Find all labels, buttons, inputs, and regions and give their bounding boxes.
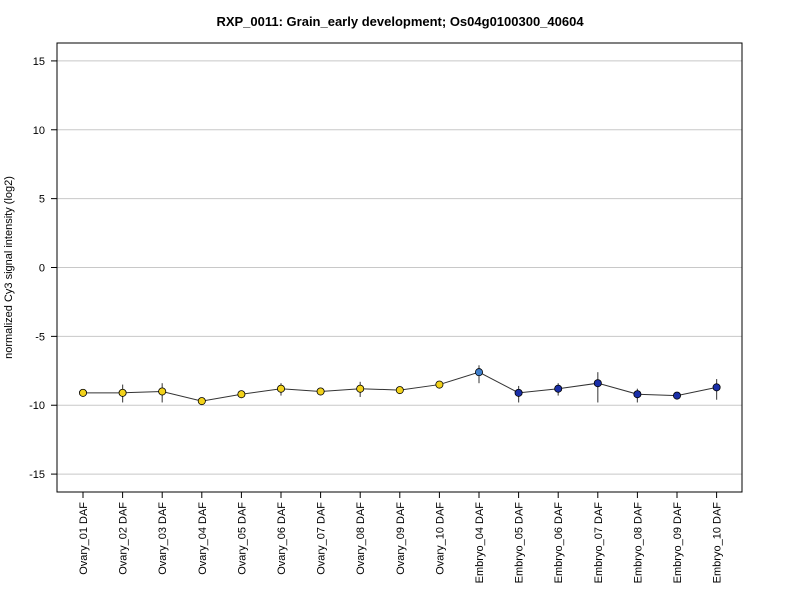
y-tick-label: -15 <box>29 469 45 481</box>
x-tick-label: Embryo_08 DAF <box>632 502 644 584</box>
x-tick-label: Embryo_09 DAF <box>672 502 684 584</box>
grid-lines <box>57 60 742 475</box>
x-tick-label: Ovary_09 DAF <box>395 502 407 575</box>
data-point <box>395 386 404 395</box>
x-tick-label: Ovary_08 DAF <box>355 502 367 575</box>
data-point <box>593 379 602 388</box>
x-tick-label: Ovary_07 DAF <box>316 502 328 575</box>
x-tick-label: Ovary_06 DAF <box>276 502 288 575</box>
data-point <box>514 388 523 397</box>
data-point <box>316 387 325 396</box>
x-tick-label: Ovary_10 DAF <box>434 502 446 575</box>
data-point <box>158 387 167 396</box>
data-point <box>435 380 444 389</box>
data-point <box>474 368 483 377</box>
data-point <box>673 391 682 400</box>
y-tick-label: -5 <box>35 331 45 343</box>
x-tick-label: Embryo_04 DAF <box>474 502 486 584</box>
x-tick-label: Ovary_01 DAF <box>78 502 90 575</box>
data-point <box>276 384 285 393</box>
data-series <box>79 365 721 406</box>
data-point <box>712 383 721 392</box>
data-point <box>554 384 563 393</box>
x-tick-label: Ovary_03 DAF <box>157 502 169 575</box>
y-tick-label: 5 <box>39 194 45 206</box>
data-point <box>79 388 88 397</box>
axis-labels: -15 -10 -5 0 5 10 15 normalized Cy3 signal inte… <box>3 56 724 583</box>
axes <box>51 42 743 498</box>
x-tick-label: Ovary_02 DAF <box>118 502 130 575</box>
x-tick-label: Embryo_07 DAF <box>593 502 605 584</box>
x-tick-label: Embryo_05 DAF <box>514 502 526 584</box>
y-tick-label: 10 <box>33 125 45 137</box>
chart-title: RXP_0011: Grain_early development; Os04g… <box>216 14 584 29</box>
data-point <box>633 390 642 399</box>
x-tick-label: Ovary_04 DAF <box>197 502 209 575</box>
y-tick-label: 0 <box>39 263 45 275</box>
x-tick-label: Ovary_05 DAF <box>236 502 248 575</box>
x-tick-label: Embryo_10 DAF <box>712 502 724 584</box>
y-tick-label: -10 <box>29 400 45 412</box>
data-point <box>197 397 206 406</box>
y-tick-label: 15 <box>33 56 45 68</box>
data-point <box>118 388 127 397</box>
x-tick-label: Embryo_06 DAF <box>553 502 565 584</box>
y-axis-label: normalized Cy3 signal intensity (log2) <box>3 176 15 359</box>
data-point <box>237 390 246 399</box>
data-point <box>356 384 365 393</box>
